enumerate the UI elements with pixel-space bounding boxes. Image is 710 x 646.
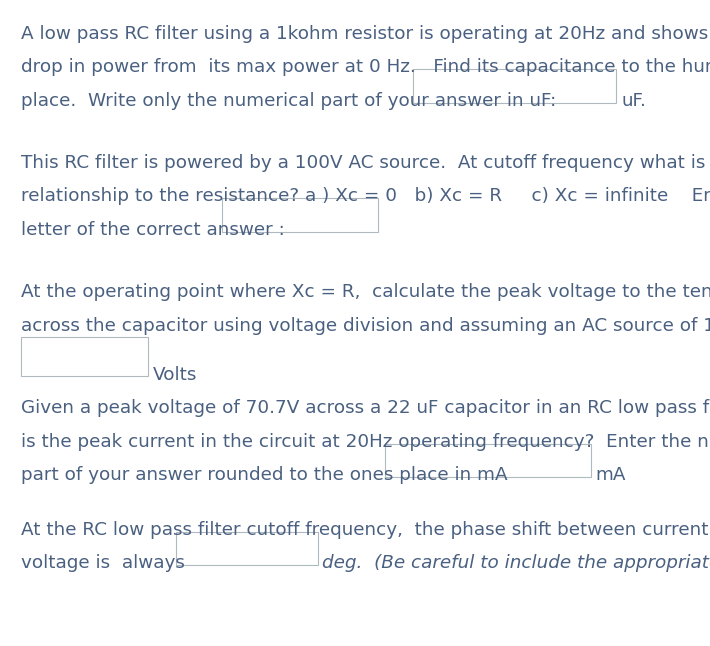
- Text: deg.  (Be careful to include the appropriate sign.): deg. (Be careful to include the appropri…: [322, 554, 710, 572]
- Text: This RC filter is powered by a 100V AC source.  At cutoff frequency what is the: This RC filter is powered by a 100V AC s…: [21, 154, 710, 172]
- FancyBboxPatch shape: [176, 532, 318, 565]
- Text: Given a peak voltage of 70.7V across a 22 uF capacitor in an RC low pass filter,: Given a peak voltage of 70.7V across a 2…: [21, 399, 710, 417]
- FancyBboxPatch shape: [385, 444, 591, 477]
- Text: place.  Write only the numerical part of your answer in uF:: place. Write only the numerical part of …: [21, 92, 557, 110]
- Text: across the capacitor using voltage division and assuming an AC source of 100 V.: across the capacitor using voltage divis…: [21, 317, 710, 335]
- FancyBboxPatch shape: [413, 69, 616, 103]
- Text: mA: mA: [595, 466, 626, 484]
- Text: At the operating point where Xc = R,  calculate the peak voltage to the tenths p: At the operating point where Xc = R, cal…: [21, 283, 710, 301]
- Text: Volts: Volts: [153, 366, 197, 384]
- Text: relationship to the resistance? a ) Xc = 0   b) Xc = R     c) Xc = infinite    E: relationship to the resistance? a ) Xc =…: [21, 187, 710, 205]
- Text: is the peak current in the circuit at 20Hz operating frequency?  Enter the numer: is the peak current in the circuit at 20…: [21, 433, 710, 451]
- Text: letter of the correct answer :: letter of the correct answer :: [21, 221, 285, 239]
- Text: part of your answer rounded to the ones place in mA: part of your answer rounded to the ones …: [21, 466, 508, 484]
- Text: At the RC low pass filter cutoff frequency,  the phase shift between current and: At the RC low pass filter cutoff frequen…: [21, 521, 710, 539]
- Text: A low pass RC filter using a 1kohm resistor is operating at 20Hz and shows a 3dB: A low pass RC filter using a 1kohm resis…: [21, 25, 710, 43]
- Text: voltage is  always: voltage is always: [21, 554, 185, 572]
- Text: drop in power from  its max power at 0 Hz.   Find its capacitance to the hundred: drop in power from its max power at 0 Hz…: [21, 58, 710, 76]
- FancyBboxPatch shape: [21, 337, 148, 376]
- FancyBboxPatch shape: [222, 198, 378, 232]
- Text: uF.: uF.: [621, 92, 646, 110]
